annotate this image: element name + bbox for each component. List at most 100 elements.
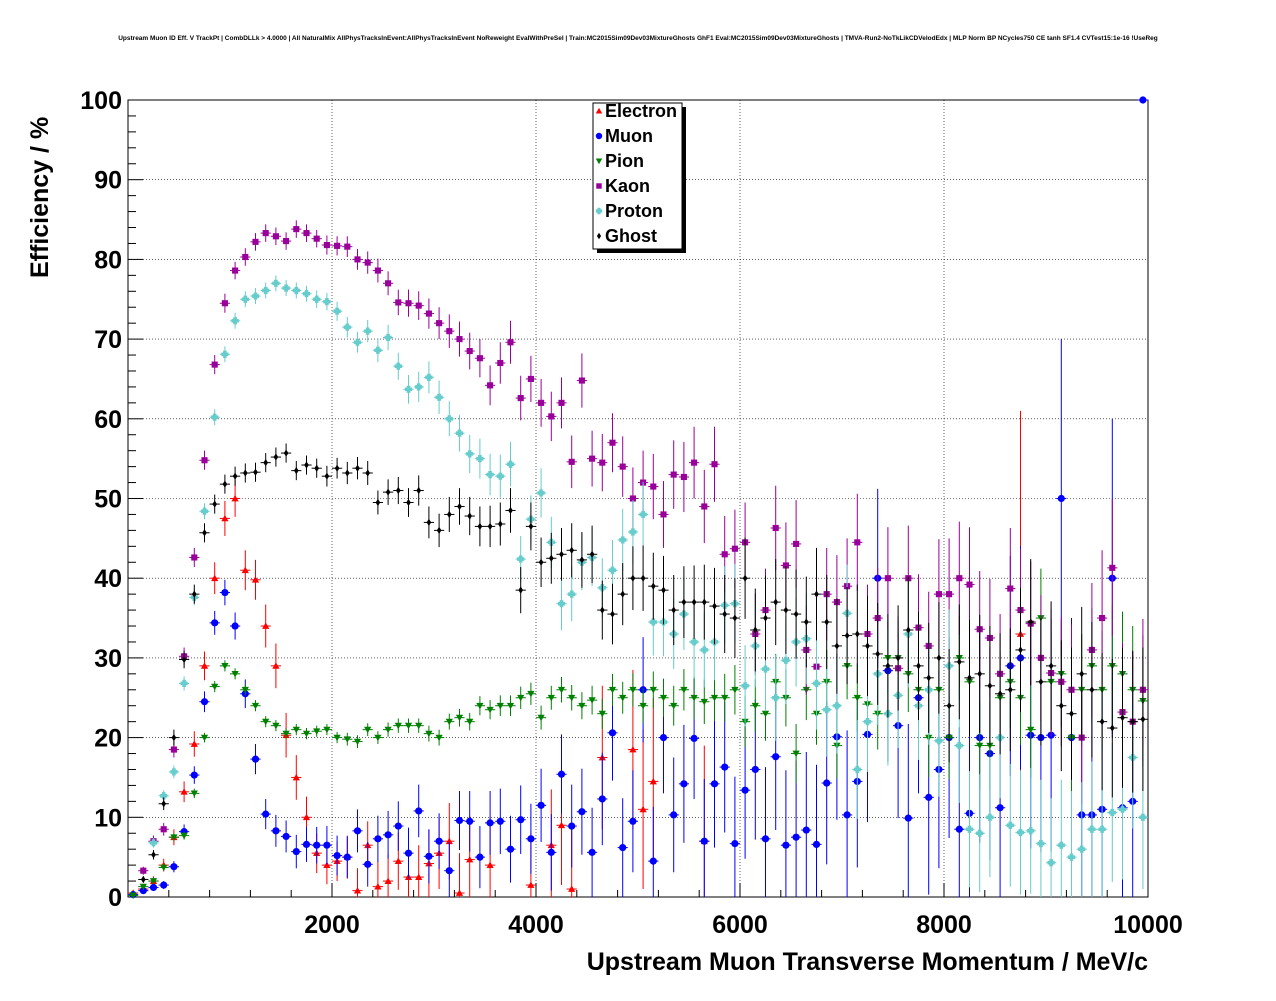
- data-point: [466, 855, 474, 863]
- data-point: [496, 472, 504, 480]
- data-point: [455, 816, 464, 825]
- data-point: [936, 654, 942, 662]
- data-point: [353, 887, 362, 894]
- data-point: [579, 556, 585, 564]
- data-point: [201, 457, 208, 464]
- data-point: [537, 714, 545, 722]
- data-point: [170, 746, 177, 753]
- data-point: [751, 702, 759, 710]
- data-point: [680, 780, 688, 788]
- data-point: [955, 825, 963, 833]
- y-tick-labels: 0 10 20 30 40 50 60 70 80 90 100: [80, 87, 122, 912]
- data-point: [976, 742, 984, 750]
- data-point: [710, 694, 719, 702]
- data-point: [926, 674, 932, 682]
- data-point: [506, 845, 515, 853]
- data-point: [752, 626, 758, 634]
- data-point: [548, 413, 555, 420]
- data-point: [1037, 840, 1045, 848]
- data-point: [343, 736, 351, 743]
- data-point: [374, 835, 382, 843]
- data-point: [527, 690, 535, 698]
- data-point: [364, 860, 372, 868]
- data-point: [394, 362, 402, 370]
- series-pion: [128, 568, 1148, 900]
- data-point: [170, 863, 178, 871]
- data-point: [231, 317, 239, 325]
- data-point: [517, 694, 525, 702]
- data-point: [854, 539, 861, 546]
- data-point: [619, 463, 626, 470]
- data-point: [272, 662, 280, 669]
- data-point: [517, 555, 525, 563]
- data-series: [128, 96, 1148, 900]
- data-point: [741, 682, 749, 690]
- data-point: [241, 295, 249, 303]
- data-point: [650, 582, 656, 590]
- data-point: [496, 817, 504, 825]
- data-point: [843, 811, 851, 819]
- data-point: [1108, 808, 1116, 817]
- data-point: [384, 333, 392, 342]
- data-point: [1038, 678, 1044, 686]
- data-point: [722, 610, 728, 618]
- data-point: [814, 590, 819, 598]
- data-point: [987, 682, 993, 690]
- data-point: [212, 500, 218, 508]
- data-point: [446, 328, 453, 335]
- data-point: [262, 810, 270, 818]
- data-point: [425, 373, 433, 381]
- data-point: [1098, 825, 1106, 833]
- data-point: [853, 765, 861, 774]
- data-point: [404, 385, 413, 393]
- data-point: [700, 837, 708, 845]
- data-point: [160, 826, 167, 833]
- data-point: [181, 655, 187, 664]
- data-point: [191, 590, 197, 598]
- data-point: [578, 377, 585, 384]
- data-point: [292, 286, 300, 295]
- y-tick-label: 50: [94, 486, 122, 514]
- data-point: [558, 399, 565, 406]
- data-point: [139, 887, 147, 895]
- x-tick-label: 10000: [1113, 911, 1183, 939]
- data-point: [457, 502, 462, 511]
- data-point: [242, 253, 249, 261]
- legend: Electron Muon Pion Kaon Proton Ghost: [592, 101, 686, 253]
- y-tick-label: 100: [80, 87, 122, 115]
- data-point: [895, 654, 901, 662]
- data-point: [986, 813, 994, 821]
- x-axis-label: Upstream Muon Transverse Momentum / MeV/…: [587, 948, 1148, 976]
- data-point: [151, 851, 156, 859]
- data-point: [670, 702, 678, 710]
- data-point: [365, 469, 371, 477]
- data-point: [262, 286, 270, 295]
- data-point: [435, 734, 443, 742]
- data-point: [170, 768, 178, 776]
- data-point: [161, 800, 167, 808]
- data-point: [313, 728, 321, 735]
- data-point: [353, 738, 362, 746]
- data-point: [394, 857, 402, 865]
- data-point: [1057, 841, 1065, 849]
- y-tick-label: 90: [94, 167, 122, 195]
- data-point: [599, 459, 606, 466]
- data-point: [160, 864, 168, 872]
- data-point: [639, 510, 647, 519]
- data-point: [538, 399, 545, 406]
- data-point: [303, 230, 310, 237]
- data-point: [455, 714, 464, 722]
- data-point: [946, 702, 952, 710]
- chart-title: Upstream Muon ID Eff. V TrackPt | CombDL…: [118, 35, 1158, 42]
- data-point: [323, 726, 331, 734]
- data-point: [925, 793, 933, 801]
- data-point: [1099, 614, 1106, 622]
- data-point: [355, 464, 360, 472]
- data-point: [231, 494, 239, 502]
- data-point: [884, 575, 891, 582]
- data-point: [609, 439, 616, 446]
- data-point: [282, 284, 290, 292]
- data-point: [802, 826, 810, 834]
- data-point: [690, 734, 698, 742]
